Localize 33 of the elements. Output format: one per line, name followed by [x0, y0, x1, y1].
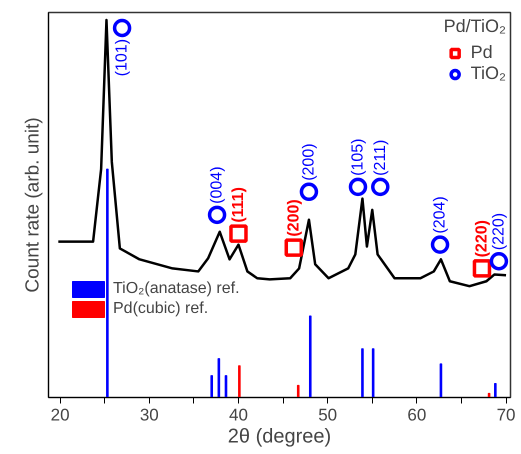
x-tick-label: 40	[229, 406, 248, 424]
annotation: (105)	[349, 138, 366, 176]
point	[300, 182, 318, 202]
x-tick-label: 30	[140, 406, 159, 424]
annotation: (220)	[490, 212, 508, 250]
annotation: (204)	[432, 196, 449, 234]
point	[430, 235, 450, 254]
legend-label: TiO₂(anatase) ref.	[113, 280, 240, 298]
point	[348, 178, 368, 196]
annotation: (004)	[208, 166, 226, 204]
annotation: (211)	[372, 140, 389, 176]
point	[472, 259, 492, 278]
x-tick-label: 70	[496, 406, 516, 424]
point	[371, 178, 390, 196]
legend-title: Pd/TiO₂	[444, 16, 506, 37]
annotation: (200)	[300, 143, 318, 181]
point	[490, 252, 508, 270]
point	[284, 238, 304, 257]
x-tick-label: 50	[318, 406, 338, 424]
annotation: (111)	[230, 187, 247, 223]
x-tick-label: 20	[50, 406, 70, 424]
point	[208, 206, 226, 224]
annotation: (101)	[114, 38, 131, 76]
x-tick-label: 60	[407, 406, 426, 424]
x-axis-title: 2θ (degree)	[228, 426, 332, 448]
legend-label: Pd(cubic) ref.	[113, 300, 208, 318]
y-axis-title: Count rate (arb. unit)	[22, 117, 44, 293]
point	[229, 224, 248, 243]
annotation: (220)	[473, 220, 490, 258]
legend-label: Pd	[470, 42, 493, 63]
point	[112, 18, 132, 38]
annotation: (200)	[285, 199, 302, 237]
legend-label: TiO₂	[470, 63, 506, 84]
